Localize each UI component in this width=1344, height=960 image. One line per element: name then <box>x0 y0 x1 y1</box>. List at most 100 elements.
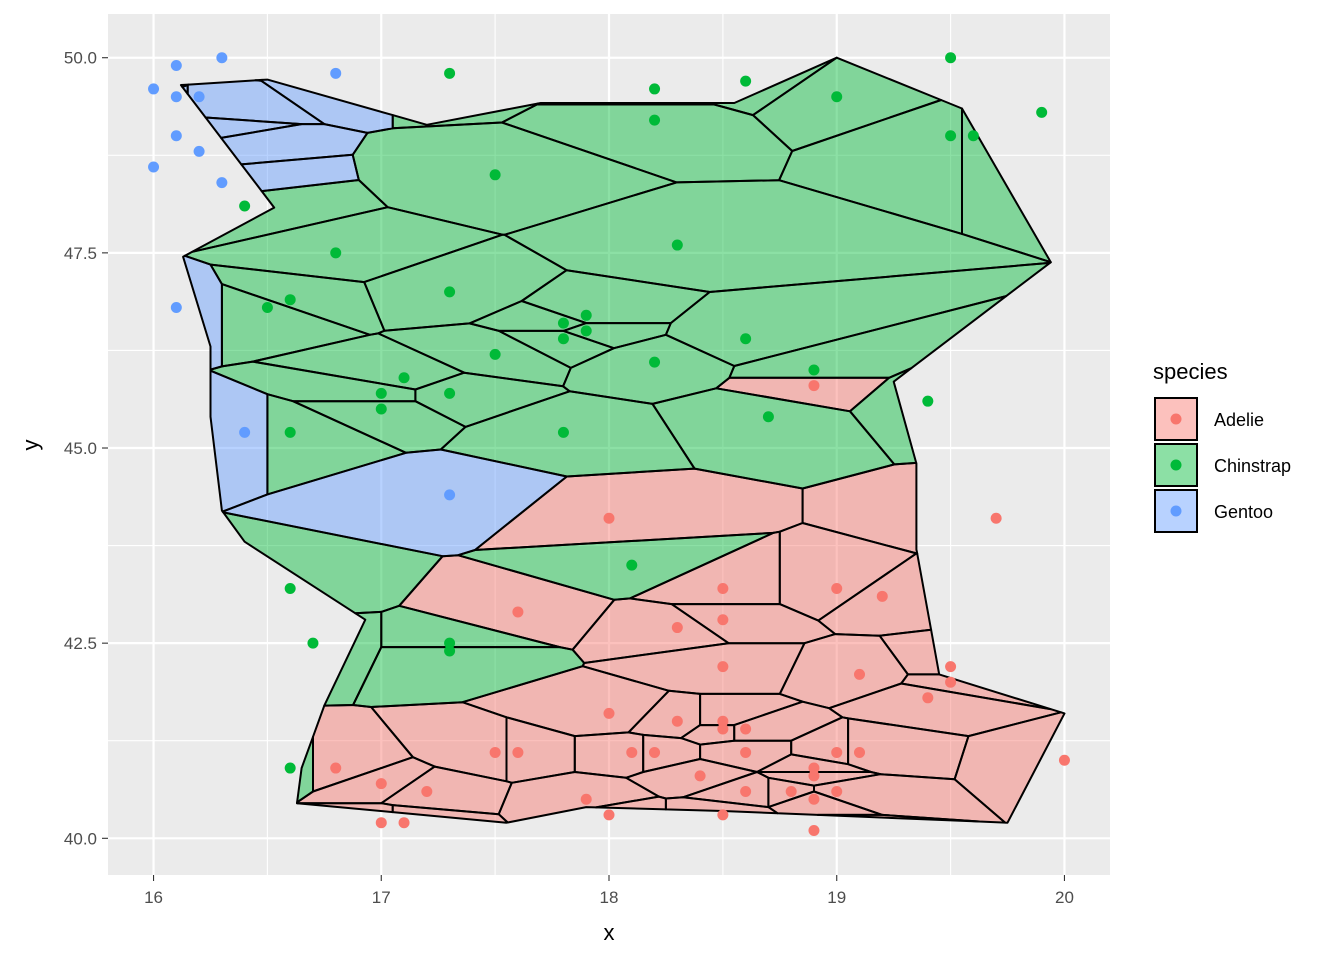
point-adelie <box>831 746 843 758</box>
point-gentoo <box>148 161 160 173</box>
point-adelie <box>398 817 410 829</box>
point-adelie <box>854 668 865 680</box>
y-tick-label: 50.0 <box>64 49 97 68</box>
y-axis: 40.0 42.5 45.0 47.5 50.0 <box>64 49 108 848</box>
point-adelie <box>831 785 843 797</box>
point-adelie <box>876 590 888 602</box>
y-axis-title: y <box>18 440 43 451</box>
x-axis-title: x <box>604 920 615 945</box>
point-gentoo <box>170 91 182 103</box>
legend-point-gentoo <box>1170 505 1182 517</box>
point-chinstrap <box>922 395 934 407</box>
voronoi-tile-chinstrap <box>352 646 586 708</box>
point-adelie <box>717 661 729 673</box>
point-adelie <box>717 614 729 626</box>
point-chinstrap <box>945 130 957 142</box>
y-tick-label: 42.5 <box>64 634 97 653</box>
x-tick-label: 18 <box>600 888 619 907</box>
point-adelie <box>740 746 752 758</box>
point-gentoo <box>170 60 182 72</box>
point-chinstrap <box>649 356 661 368</box>
point-chinstrap <box>762 411 774 423</box>
voronoi-tile-adelie <box>497 771 660 824</box>
point-chinstrap <box>1036 106 1048 118</box>
point-adelie <box>808 793 820 805</box>
point-gentoo <box>444 489 456 501</box>
point-adelie <box>603 809 615 821</box>
voronoi-tile-gentoo <box>209 369 269 513</box>
legend-point-adelie <box>1170 413 1182 425</box>
legend-label-adelie: Adelie <box>1214 410 1264 430</box>
point-chinstrap <box>398 372 410 384</box>
point-adelie <box>717 809 729 821</box>
point-chinstrap <box>444 645 456 657</box>
voronoi-tile-gentoo <box>221 448 568 558</box>
voronoi-tile-chinstrap <box>728 295 1008 379</box>
point-chinstrap <box>307 637 319 649</box>
point-chinstrap <box>740 75 752 87</box>
point-chinstrap <box>239 200 251 212</box>
point-gentoo <box>193 91 205 103</box>
y-tick-label: 47.5 <box>64 244 97 263</box>
voronoi-tiles <box>179 56 1066 824</box>
point-chinstrap <box>580 325 592 337</box>
point-chinstrap <box>671 239 683 251</box>
point-chinstrap <box>808 364 820 376</box>
point-chinstrap <box>489 348 501 360</box>
voronoi-tile-gentoo <box>182 254 223 371</box>
point-gentoo <box>239 426 251 438</box>
point-adelie <box>375 817 387 829</box>
point-adelie <box>649 746 661 758</box>
point-chinstrap <box>626 559 638 571</box>
point-adelie <box>831 583 843 595</box>
point-adelie <box>717 715 729 727</box>
point-adelie <box>580 793 592 805</box>
point-adelie <box>512 606 524 618</box>
x-tick-label: 17 <box>372 888 391 907</box>
point-adelie <box>808 770 820 782</box>
point-adelie <box>945 676 957 688</box>
data-points <box>148 52 1070 837</box>
point-gentoo <box>170 130 182 142</box>
point-adelie <box>489 746 501 758</box>
point-adelie <box>717 583 729 595</box>
point-adelie <box>330 762 342 774</box>
x-tick-label: 16 <box>144 888 163 907</box>
point-adelie <box>945 661 957 673</box>
legend-label-gentoo: Gentoo <box>1214 502 1273 522</box>
point-adelie <box>808 380 820 392</box>
point-chinstrap <box>375 387 387 399</box>
point-gentoo <box>148 83 160 95</box>
point-chinstrap <box>284 294 296 306</box>
point-chinstrap <box>284 583 296 595</box>
point-adelie <box>785 785 797 797</box>
point-adelie <box>854 746 865 758</box>
point-gentoo <box>216 177 228 189</box>
point-chinstrap <box>557 333 569 345</box>
point-adelie <box>375 778 387 790</box>
point-adelie <box>671 622 683 634</box>
point-adelie <box>694 770 706 782</box>
point-chinstrap <box>557 317 569 329</box>
point-gentoo <box>216 52 228 64</box>
y-tick-label: 40.0 <box>64 829 97 848</box>
voronoi-tile-adelie <box>391 804 509 824</box>
point-chinstrap <box>330 247 342 259</box>
point-chinstrap <box>945 52 957 64</box>
point-adelie <box>603 512 615 524</box>
point-adelie <box>740 723 752 735</box>
point-chinstrap <box>557 426 569 438</box>
point-chinstrap <box>831 91 843 103</box>
point-chinstrap <box>580 309 592 321</box>
point-adelie <box>808 825 820 837</box>
point-gentoo <box>170 302 182 314</box>
major-gridlines <box>108 14 1110 875</box>
legend-title: species <box>1153 359 1228 384</box>
point-adelie <box>603 707 615 719</box>
legend-label-chinstrap: Chinstrap <box>1214 456 1291 476</box>
point-chinstrap <box>649 114 661 126</box>
point-chinstrap <box>375 403 387 415</box>
point-adelie <box>421 785 433 797</box>
legend-point-chinstrap <box>1170 459 1182 471</box>
point-chinstrap <box>261 302 273 314</box>
